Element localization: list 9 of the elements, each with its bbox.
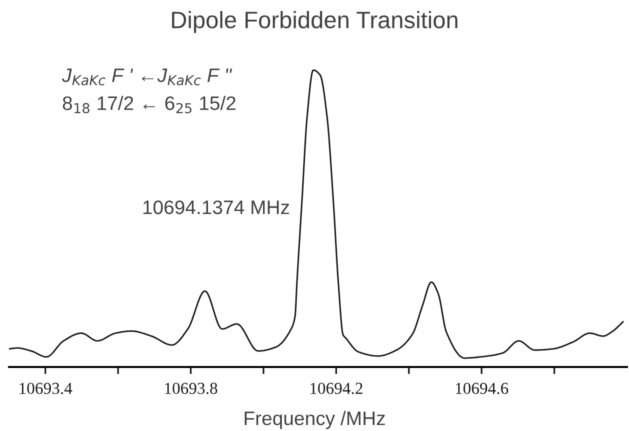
- annotation: 8$_{18}$ 17/2 ← 6$_{25}$ 15/2: [62, 96, 236, 114]
- x-tick-label: 10693.4: [20, 382, 72, 394]
- x-axis-title: Frequency /MHz: [244, 410, 385, 430]
- chart-title: Dipole Forbidden Transition: [172, 10, 458, 34]
- x-tick-label: 10694.6: [456, 382, 508, 394]
- annotation: 10694.1374 MHz: [143, 200, 290, 214]
- x-tick-label: 10694.2: [310, 382, 362, 394]
- x-tick-label: 10693.8: [165, 382, 218, 394]
- annotation: J$_{KaKc}$ F ' ←J$_{KaKc}$ F '': [62, 68, 232, 86]
